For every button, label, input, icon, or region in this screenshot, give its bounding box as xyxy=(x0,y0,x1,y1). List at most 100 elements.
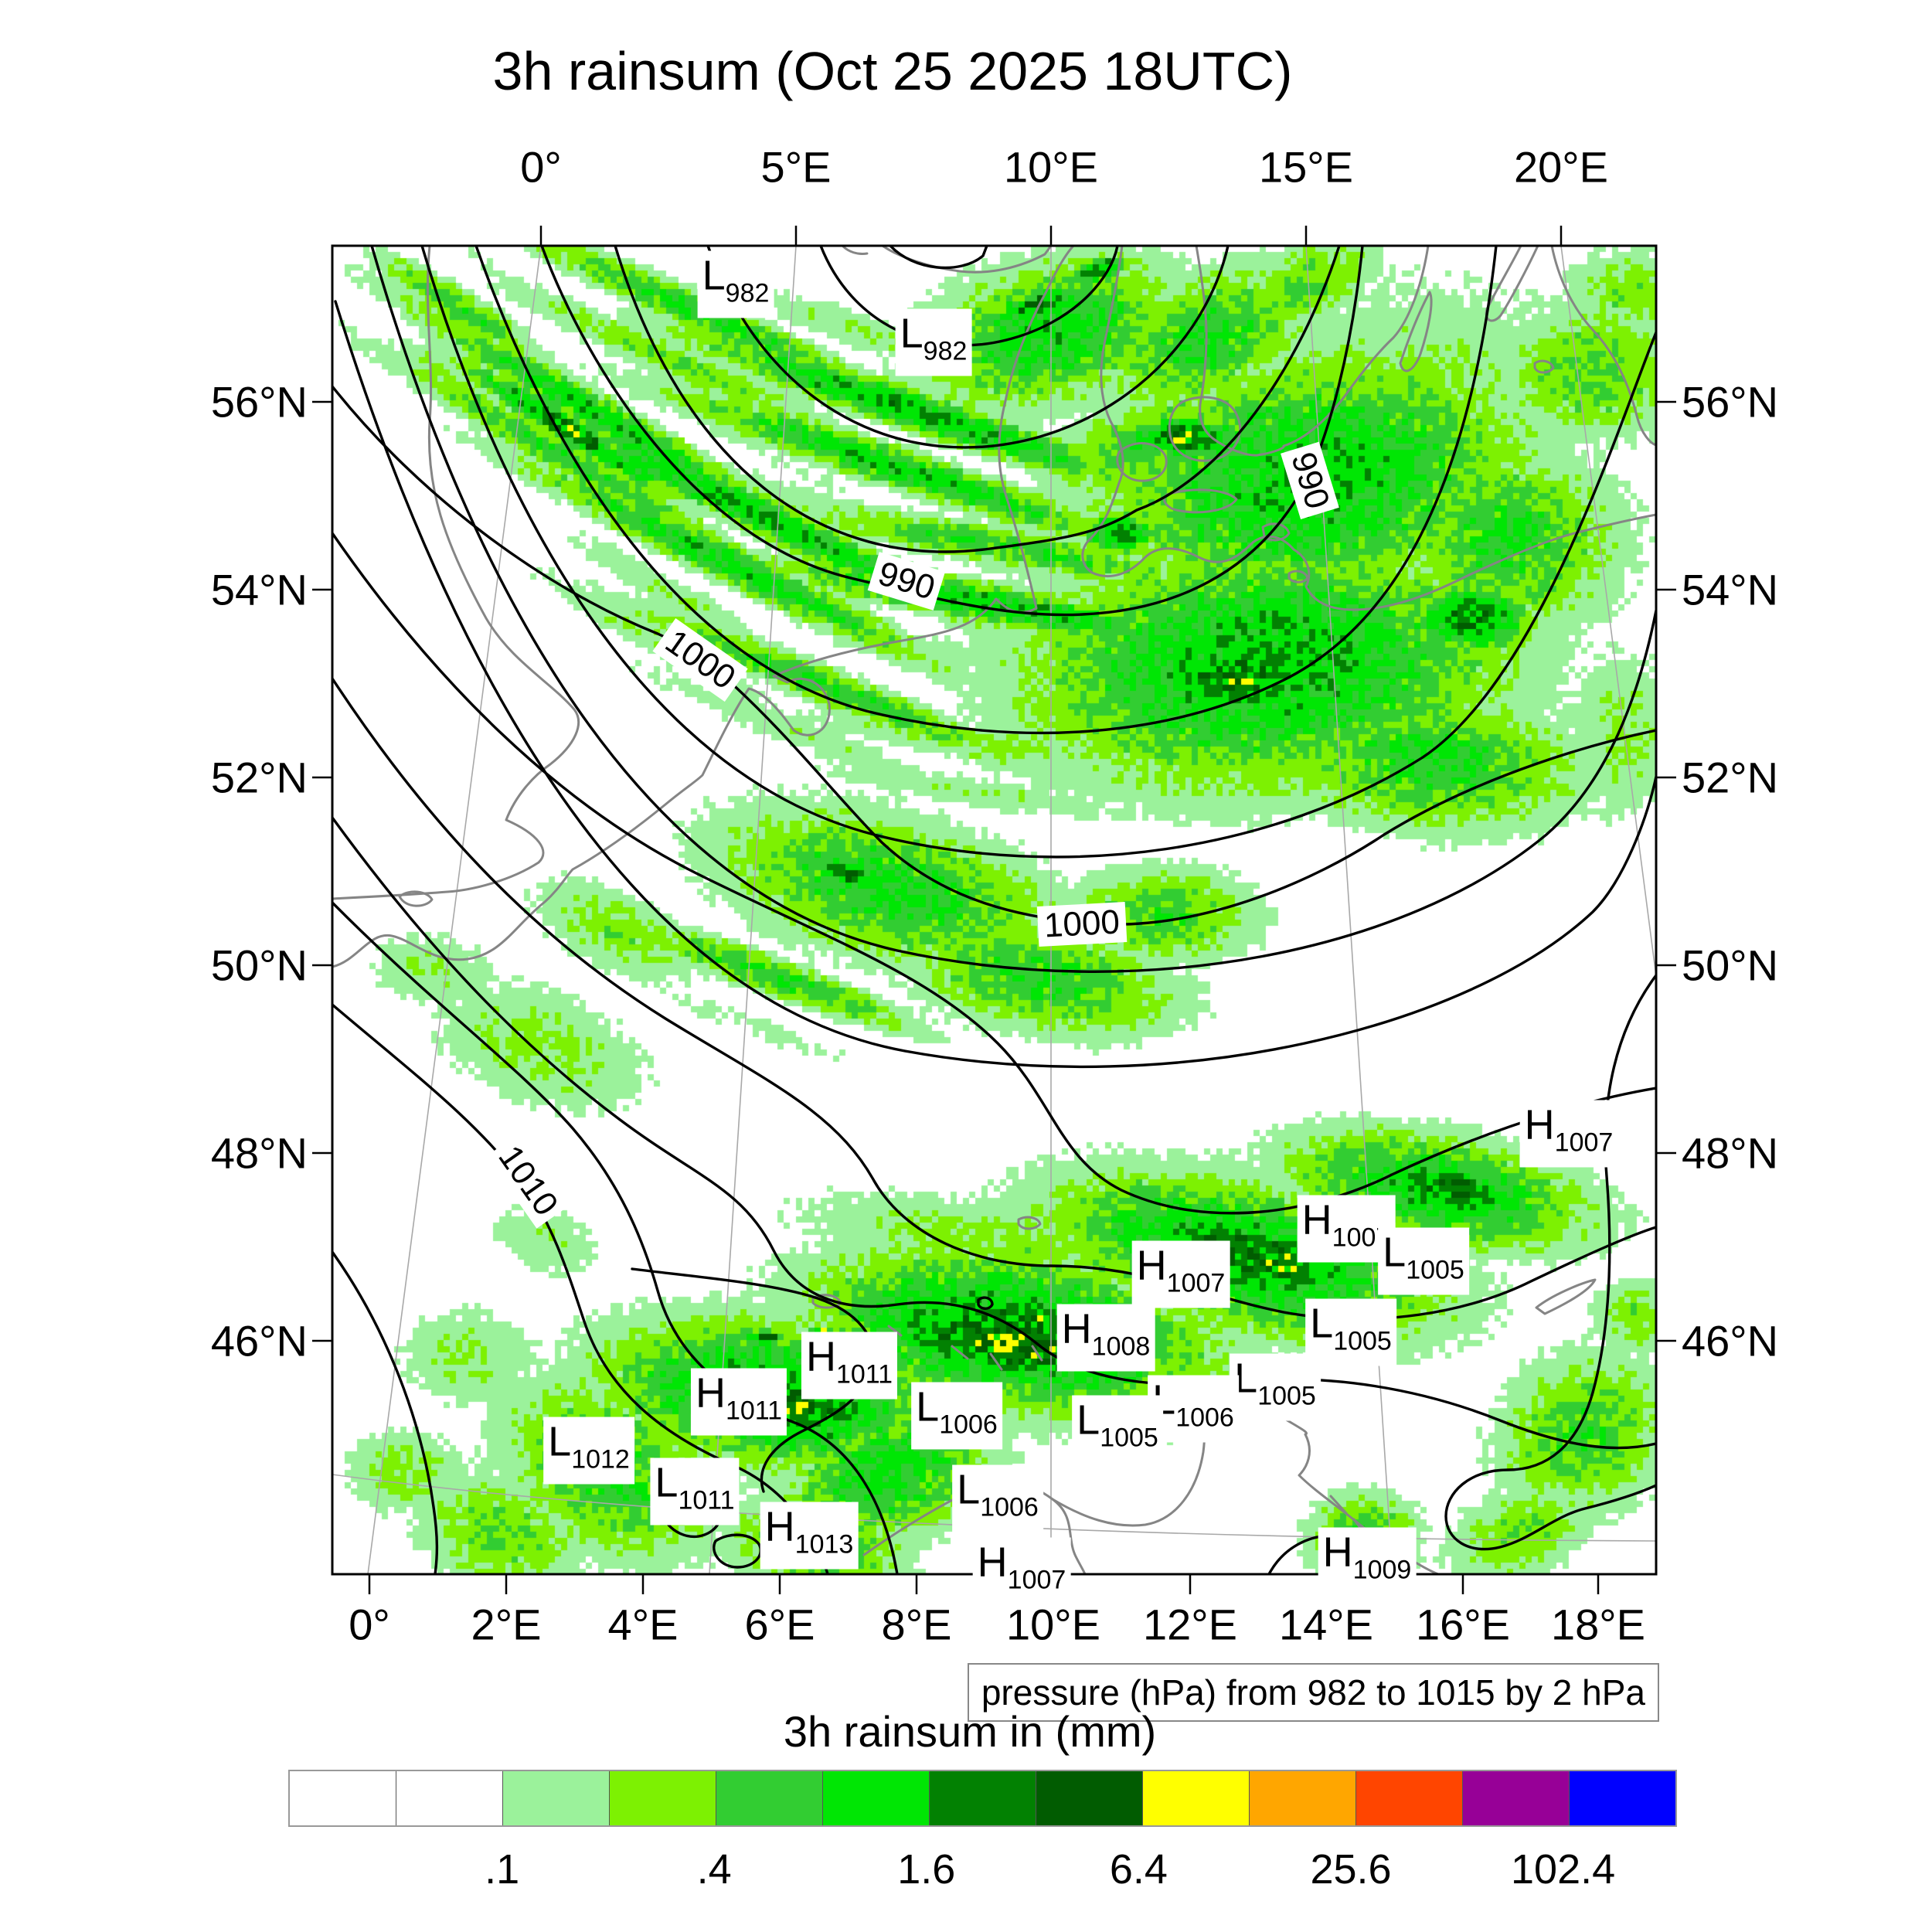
bottom-axis-label: 6°E xyxy=(744,1600,815,1649)
colorbar-tick-label: 6.4 xyxy=(1109,1846,1168,1893)
pressure-letter: L xyxy=(1383,1229,1406,1276)
pressure-letter: H xyxy=(977,1539,1008,1586)
right-axis-label: 54°N xyxy=(1682,565,1779,614)
coastline xyxy=(1017,1216,1042,1230)
pressure-value: 1011 xyxy=(725,1396,783,1426)
isobar-contour xyxy=(474,246,1498,735)
isobar-contour xyxy=(332,901,899,1574)
pressure-letter: H xyxy=(1301,1196,1332,1243)
coastline xyxy=(398,890,434,907)
colorbar-cell-5 xyxy=(822,1771,929,1825)
pressure-center-label-l1012: L1012 xyxy=(543,1417,634,1485)
colorbar-tick-label: .1 xyxy=(485,1846,520,1893)
pressure-center-label-l982: L982 xyxy=(697,250,774,318)
pressure-letter: H xyxy=(764,1503,795,1550)
pressure-center-label-l1005: L1005 xyxy=(1378,1227,1469,1295)
isobar-contour xyxy=(332,532,1656,1215)
coastline xyxy=(1485,246,1539,322)
right-axis-label: 48°N xyxy=(1682,1128,1779,1178)
colorbar-tick-label: .4 xyxy=(696,1846,732,1893)
pressure-value: 982 xyxy=(725,278,770,308)
coastline xyxy=(332,246,580,900)
left-axis-label: 54°N xyxy=(210,565,308,614)
isobar-contour xyxy=(540,246,1364,617)
pressure-letter: H xyxy=(1136,1242,1167,1289)
colorbar-cell-0 xyxy=(290,1771,396,1825)
pressure-value: 1013 xyxy=(794,1529,854,1560)
pressure-letter: L xyxy=(1310,1300,1334,1347)
pressure-center-label-h1013: H1013 xyxy=(760,1502,859,1570)
colorbar-cell-11 xyxy=(1462,1771,1569,1825)
pressure-value: 1011 xyxy=(678,1485,735,1515)
top-axis-label: 10°E xyxy=(1003,142,1099,192)
pressure-center-label-l982: L982 xyxy=(895,308,972,376)
pressure-value: 1006 xyxy=(980,1492,1039,1522)
right-axis-label: 50°N xyxy=(1682,940,1779,990)
coastline xyxy=(1090,513,1656,611)
bottom-axis-label: 18°E xyxy=(1550,1600,1646,1649)
coastline xyxy=(1195,246,1430,457)
coastline xyxy=(1287,570,1309,583)
right-axis-label: 46°N xyxy=(1682,1316,1779,1366)
pressure-letter: H xyxy=(1524,1101,1555,1148)
left-axis-label: 48°N xyxy=(210,1128,308,1178)
isobar-contour xyxy=(713,1533,762,1569)
pressure-value: 1005 xyxy=(1406,1255,1464,1285)
right-axis-label: 52°N xyxy=(1682,753,1779,802)
colorbar-cell-2 xyxy=(502,1771,609,1825)
bottom-axis-label: 16°E xyxy=(1415,1600,1511,1649)
page-title: 3h rainsum (Oct 25 2025 18UTC) xyxy=(492,41,1293,101)
isobar-contour xyxy=(889,246,988,270)
coastline xyxy=(1399,291,1433,372)
top-axis-label: 0° xyxy=(520,142,562,192)
isobar-contour xyxy=(614,246,1341,553)
pressure-letter: L xyxy=(1077,1396,1100,1444)
coastline xyxy=(1533,359,1555,374)
graticule-meridian xyxy=(1560,246,1656,977)
isobar-contour xyxy=(332,1250,439,1574)
pressure-letter: H xyxy=(1061,1305,1092,1352)
colorbar xyxy=(288,1770,1677,1827)
pressure-center-label-h1008: H1008 xyxy=(1056,1304,1155,1372)
colorbar-title: 3h rainsum in (mm) xyxy=(783,1707,1157,1756)
coastline xyxy=(1535,1278,1597,1315)
top-axis-label: 20°E xyxy=(1513,142,1609,192)
pressure-value: 1007 xyxy=(1554,1128,1614,1158)
isobar-label-1000: 1000 xyxy=(1036,902,1128,947)
colorbar-cell-8 xyxy=(1142,1771,1249,1825)
coastline xyxy=(841,246,869,255)
bottom-axis-label: 14°E xyxy=(1278,1600,1374,1649)
colorbar-tick-label: 1.6 xyxy=(897,1846,956,1893)
colorbar-cell-6 xyxy=(929,1771,1036,1825)
isobar-contour xyxy=(1444,974,1656,1551)
pressure-value: 1005 xyxy=(1100,1423,1158,1453)
pressure-letter: H xyxy=(805,1333,836,1380)
pressure-center-label-h1007: H1007 xyxy=(972,1537,1071,1605)
isobar-contour xyxy=(332,1003,829,1574)
colorbar-cell-7 xyxy=(1036,1771,1142,1825)
pressure-letter: L xyxy=(548,1418,572,1465)
coastline xyxy=(1550,246,1656,447)
coastline xyxy=(1081,246,1124,574)
top-axis-label: 5°E xyxy=(760,142,832,192)
pressure-letter: L xyxy=(916,1383,940,1430)
bottom-axis-label: 0° xyxy=(349,1600,390,1649)
coastline xyxy=(1261,522,1291,542)
left-axis-label: 50°N xyxy=(210,940,308,990)
pressure-value: 982 xyxy=(923,336,968,366)
isobar-contour xyxy=(819,246,1119,347)
coastline xyxy=(887,1325,1043,1371)
isobar-contour xyxy=(977,1296,994,1310)
graticule-meridian xyxy=(709,246,797,1574)
right-axis-label: 56°N xyxy=(1682,377,1779,427)
colorbar-cell-4 xyxy=(716,1771,822,1825)
pressure-value: 1007 xyxy=(1166,1268,1226,1298)
colorbar-cell-12 xyxy=(1569,1771,1675,1825)
colorbar-cell-3 xyxy=(609,1771,716,1825)
precipitation-field-canvas xyxy=(332,246,1656,1574)
left-axis-label: 52°N xyxy=(210,753,308,802)
bottom-axis-label: 8°E xyxy=(881,1600,952,1649)
bottom-axis-label: 2°E xyxy=(471,1600,542,1649)
